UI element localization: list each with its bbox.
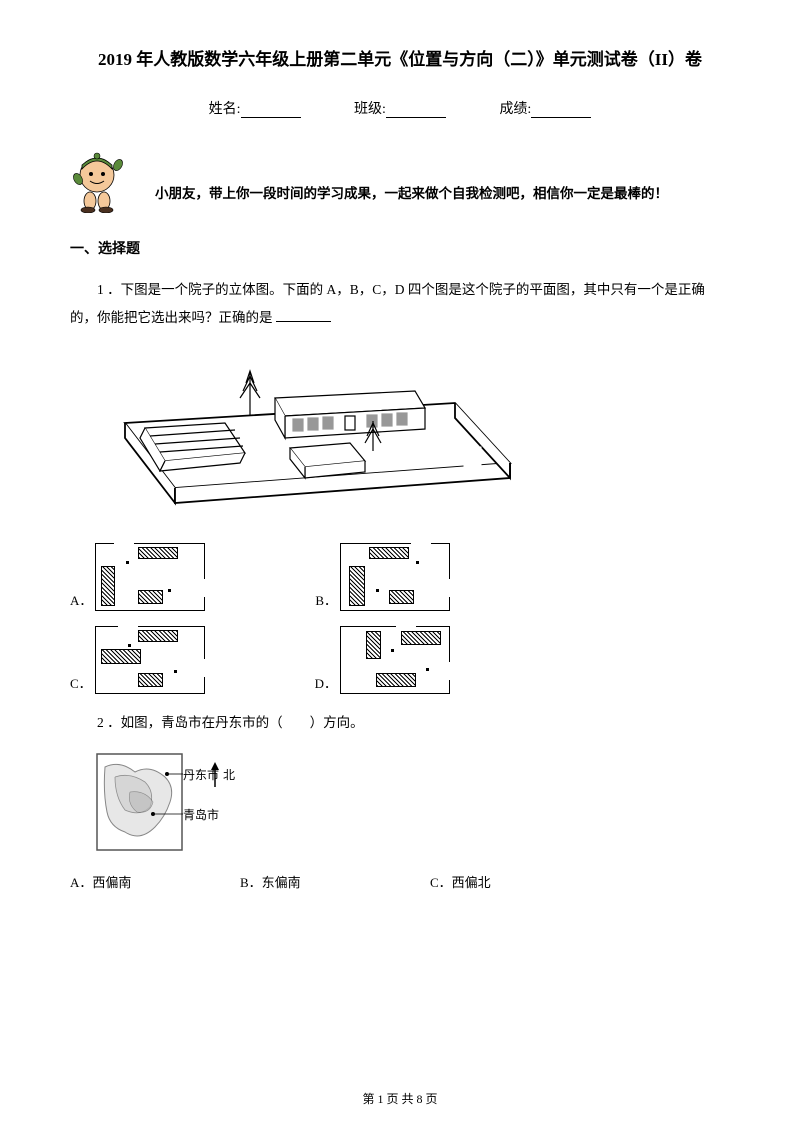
options-row-1: A． B． [70, 543, 730, 611]
map-city2-label: 青岛市 [183, 806, 219, 823]
plan-a [95, 543, 205, 611]
option-d-label: D． [315, 673, 337, 694]
map-city1-label: 丹东市 [183, 766, 219, 783]
option-c[interactable]: C． [70, 626, 205, 694]
class-blank[interactable] [386, 104, 446, 118]
page-title: 2019 年人教版数学六年级上册第二单元《位置与方向（二）》单元测试卷（II）卷 [70, 45, 730, 70]
q2-options-row: A．西偏南 B．东偏南 C．西偏北 [70, 872, 730, 891]
q2-number: 2 ． [97, 715, 121, 730]
plan-c [95, 626, 205, 694]
option-a-label: A． [70, 590, 92, 611]
name-blank[interactable] [241, 104, 301, 118]
option-a[interactable]: A． [70, 543, 205, 611]
question-2: 2 ．如图，青岛市在丹东市的（ ）方向。 [70, 709, 730, 737]
option-c-label: C． [70, 673, 92, 694]
page-footer: 第 1 页 共 8 页 [0, 1090, 800, 1107]
question-1: 1 ．下图是一个院子的立体图。下面的 A，B，C，D 四个图是这个院子的平面图，… [70, 276, 730, 333]
name-label: 姓名: [209, 98, 241, 118]
q1-answer-blank[interactable] [276, 309, 331, 322]
q2-option-c[interactable]: C．西偏北 [430, 872, 491, 891]
q2-option-b[interactable]: B．东偏南 [240, 872, 430, 891]
courtyard-3d-diagram [95, 343, 525, 523]
plan-d [340, 626, 450, 694]
map-north-label: 北 [223, 766, 235, 783]
score-label: 成绩: [499, 98, 531, 118]
q1-number: 1 ． [97, 282, 121, 297]
score-blank[interactable] [531, 104, 591, 118]
class-label: 班级: [354, 98, 386, 118]
q1-text: 下图是一个院子的立体图。下面的 A，B，C，D 四个图是这个院子的平面图，其中只… [70, 282, 705, 325]
encourage-text: 小朋友，带上你一段时间的学习成果，一起来做个自我检测吧，相信你一定是最棒的！ [155, 183, 668, 213]
options-row-2: C． D． [70, 626, 730, 694]
option-b[interactable]: B． [315, 543, 450, 611]
map-diagram: 丹东市 青岛市 北 [95, 752, 255, 852]
mascot-icon [70, 143, 125, 213]
q2-text: 如图，青岛市在丹东市的（ ）方向。 [121, 715, 364, 730]
option-d[interactable]: D． [315, 626, 450, 694]
student-info-line: 姓名: 班级: 成绩: [70, 98, 730, 118]
section-1-header: 一、选择题 [70, 238, 730, 258]
option-b-label: B． [315, 590, 337, 611]
plan-b [340, 543, 450, 611]
mascot-row: 小朋友，带上你一段时间的学习成果，一起来做个自我检测吧，相信你一定是最棒的！ [70, 143, 730, 213]
q2-option-a[interactable]: A．西偏南 [70, 872, 240, 891]
